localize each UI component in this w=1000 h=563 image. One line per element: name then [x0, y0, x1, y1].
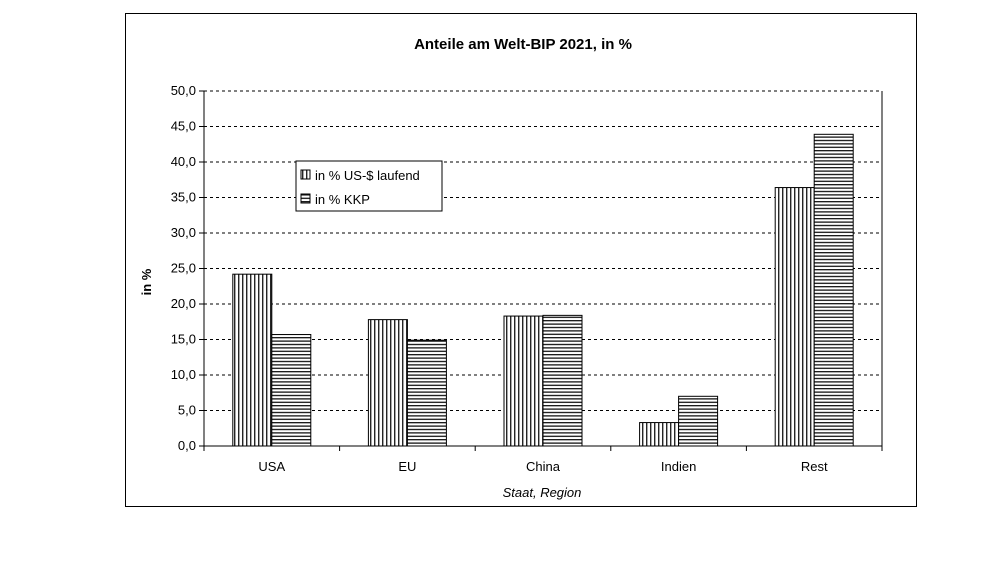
chart-title: Anteile am Welt-BIP 2021, in % [414, 36, 632, 53]
y-tick-label: 10,0 [171, 367, 196, 382]
x-tick-label: Indien [661, 459, 696, 474]
legend-swatch-series-2 [300, 193, 311, 204]
bar-rest-series-2 [813, 133, 854, 447]
bar-china-series-2 [542, 314, 583, 447]
y-tick-label: 20,0 [171, 296, 196, 311]
bar-indien-series-2 [678, 395, 719, 447]
y-axis-label: in % [139, 268, 154, 295]
x-tick-label: China [526, 459, 561, 474]
legend-box [295, 160, 443, 212]
bar-indien-series-1 [639, 422, 680, 447]
bar-eu-series-1 [367, 319, 408, 447]
y-tick-label: 40,0 [171, 154, 196, 169]
y-tick-label: 30,0 [171, 225, 196, 240]
bar-rest-series-1 [774, 187, 815, 447]
bar-usa-series-2 [271, 334, 312, 447]
legend-swatch-series-1 [300, 169, 311, 180]
x-tick-label: USA [258, 459, 285, 474]
y-tick-label: 15,0 [171, 332, 196, 347]
y-tick-label: 35,0 [171, 190, 196, 205]
y-tick-label: 0,0 [178, 438, 196, 453]
x-tick-labels: USA EU China Indien Rest [258, 459, 828, 474]
legend-label-series-1: in % US-$ laufend [315, 168, 420, 183]
chart-frame: Anteile am Welt-BIP 2021, in % 0,0 5,0 10,… [125, 13, 917, 507]
bar-usa-series-1 [232, 273, 273, 447]
y-tick-labels: 0,0 5,0 10,0 15,0 20,0 25,0 30,0 35,0 40,0 45,0 50… [171, 83, 196, 453]
legend-label-series-2: in % KKP [315, 192, 370, 207]
y-tick-label: 25,0 [171, 261, 196, 276]
y-tick-label: 50,0 [171, 83, 196, 98]
bar-eu-series-2 [406, 339, 447, 447]
bars [232, 133, 854, 447]
bar-china-series-1 [503, 315, 544, 447]
legend: in % US-$ laufend in % KKP [295, 160, 443, 212]
x-tick-label: EU [398, 459, 416, 474]
x-tick-label: Rest [801, 459, 828, 474]
x-axis-label: Staat, Region [503, 485, 582, 500]
y-tick-label: 5,0 [178, 403, 196, 418]
y-tick-label: 45,0 [171, 119, 196, 134]
chart: Anteile am Welt-BIP 2021, in % 0,0 5,0 10,… [139, 36, 883, 500]
